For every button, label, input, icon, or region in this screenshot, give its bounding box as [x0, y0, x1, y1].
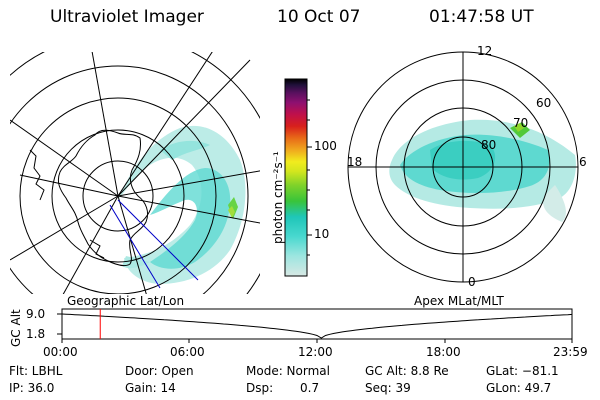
- altitude-curve: [61, 313, 573, 339]
- colorbar-unit-wrapper: photon cm⁻²s⁻¹: [271, 151, 364, 258]
- info-glon: GLon: 49.7: [486, 381, 552, 395]
- info-glat: GLat: −81.1: [486, 364, 559, 378]
- timeline-ticks: [57, 313, 573, 343]
- timeline-xtick-1200: 12:00: [298, 345, 333, 359]
- observation-date: 10 Oct 07: [277, 7, 361, 27]
- mlat-label-60: 60: [536, 96, 552, 110]
- observation-time: 01:47:58 UT: [429, 7, 534, 27]
- timeline-xtick-1800: 18:00: [426, 345, 461, 359]
- geographic-map: [10, 52, 260, 294]
- terminator-line: [117, 199, 199, 281]
- timeline-ytick-1-8: 1.8: [26, 327, 46, 341]
- timeline-frame: [61, 308, 573, 340]
- mlt-label-18: 18: [347, 155, 363, 169]
- mlt-label-0: 0: [468, 275, 476, 289]
- antarctica-coastline: [57, 129, 149, 267]
- timeline-xtick-0600: 06:00: [170, 345, 205, 359]
- info-mode: Mode: Normal: [246, 364, 330, 378]
- magnetic-map: [347, 51, 579, 283]
- colorbar-gradient: [284, 78, 308, 277]
- info-door: Door: Open: [125, 364, 194, 378]
- info-dsp-value: 0.7: [300, 381, 320, 395]
- mlt-label-12: 12: [477, 44, 493, 58]
- mlt-label-6: 6: [579, 155, 587, 169]
- colorbar-tick-label-100: 100: [314, 139, 337, 153]
- geographic-caption: Geographic Lat/Lon: [67, 294, 185, 308]
- colorbar-unit-label: photon cm⁻²s⁻¹: [271, 151, 285, 244]
- info-ip: IP: 36.0: [9, 381, 55, 395]
- timeline-xtick-0000: 00:00: [43, 345, 78, 359]
- apex-caption: Apex MLat/MLT: [414, 294, 504, 308]
- info-dsp-label: Dsp:: [246, 381, 274, 395]
- timeline-ytick-9: 9.0: [26, 307, 46, 321]
- south-america-coastline: [29, 149, 45, 201]
- colorbar: [284, 78, 312, 277]
- aurora-emission-right: [389, 119, 576, 222]
- aurora-emission-left: [118, 125, 246, 285]
- header: Ultraviolet Imager 10 Oct 07 01:47:58 UT: [0, 7, 600, 33]
- info-gain: Gain: 14: [125, 381, 176, 395]
- timeline-plot: [57, 308, 573, 343]
- mlat-label-80: 80: [481, 138, 497, 152]
- mlat-label-70: 70: [513, 116, 529, 130]
- timeline-axis-label: GC Alt: [9, 309, 23, 347]
- colorbar-tick-label-10: 10: [314, 227, 330, 241]
- instrument-title: Ultraviolet Imager: [50, 7, 204, 27]
- latitude-circles: [10, 52, 260, 294]
- info-gc-alt: GC Alt: 8.8 Re: [365, 364, 449, 378]
- info-filter: Flt: LBHL: [9, 364, 63, 378]
- timeline-xtick-2359: 23:59: [553, 345, 588, 359]
- info-seq: Seq: 39: [365, 381, 411, 395]
